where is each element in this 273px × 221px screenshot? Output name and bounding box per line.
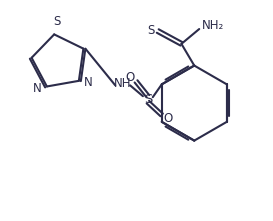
- Text: NH₂: NH₂: [202, 19, 224, 32]
- Text: S: S: [54, 15, 61, 29]
- Text: S: S: [144, 93, 152, 106]
- Text: O: O: [163, 112, 172, 125]
- Text: N: N: [33, 82, 42, 95]
- Text: N: N: [84, 76, 93, 89]
- Text: NH: NH: [114, 77, 131, 90]
- Text: S: S: [147, 23, 155, 36]
- Text: O: O: [126, 71, 135, 84]
